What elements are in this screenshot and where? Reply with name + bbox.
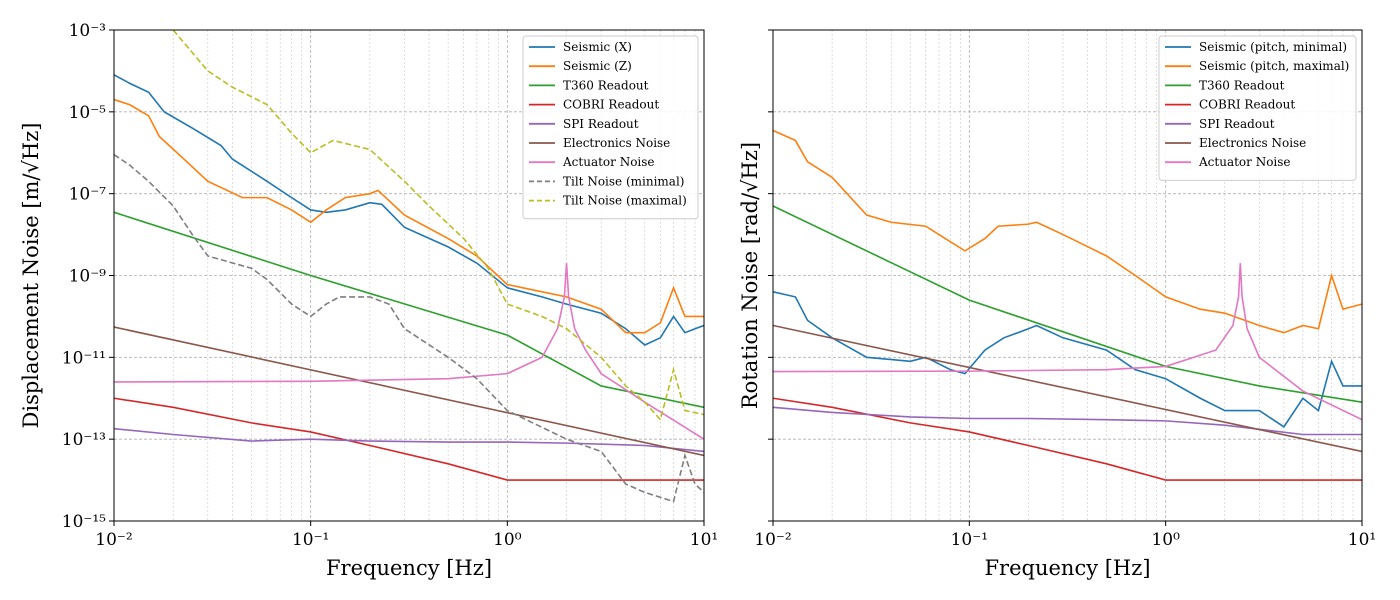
legend-label: Tilt Noise (maximal) (563, 194, 687, 208)
y-tick-label: 10⁻¹³ (62, 430, 106, 450)
plot-series (773, 129, 1362, 481)
x-tick-label: 10¹ (1348, 530, 1376, 550)
legend-label: Electronics Noise (1199, 136, 1306, 150)
x-tick-label: 10⁰ (493, 530, 522, 550)
y-axis-label: Displacement Noise [m/√Hz] (19, 123, 43, 429)
y-tick-label: 10⁻³ (69, 21, 106, 41)
series-line-electronics-noise (114, 326, 704, 457)
legend-label: Seismic (pitch, maximal) (1199, 59, 1349, 73)
series-line-tilt-noise-maximal (172, 30, 704, 422)
y-tick-label: 10⁻¹⁵ (62, 512, 106, 532)
legend-label: Electronics Noise (563, 136, 670, 150)
legend-label: T360 Readout (1199, 78, 1285, 92)
series-line-electronics-noise (773, 324, 1362, 453)
plot-series (114, 30, 704, 503)
x-tick-label: 10⁰ (1151, 530, 1180, 550)
series-line-cobri-readout (114, 397, 704, 481)
legend-box (522, 35, 699, 220)
rotation-noise-panel: 10⁻² 10⁻¹ 10⁰ 10¹ Frequency [Hz] Rotation N… (738, 29, 1376, 580)
legend-label: T360 Readout (563, 78, 649, 92)
legend-label: COBRI Readout (563, 98, 659, 112)
x-tick-label: 10⁻¹ (951, 530, 988, 550)
legend-label: Actuator Noise (1198, 155, 1291, 169)
series-line-seismic-x (114, 74, 704, 346)
legend-label: COBRI Readout (1199, 98, 1295, 112)
legend-label: Seismic (Z) (563, 59, 632, 73)
legend-label: SPI Readout (563, 117, 639, 131)
legend-label: Seismic (pitch, minimal) (1199, 40, 1347, 54)
y-axis-label: Rotation Noise [rad/√Hz] (738, 142, 762, 409)
series-line-seismic-z (114, 98, 704, 334)
series-line-tilt-noise-minimal (114, 153, 704, 503)
x-tick-label: 10⁻¹ (292, 530, 329, 550)
x-axis-label: Frequency [Hz] (984, 556, 1150, 580)
legend: Seismic (X) Seismic (Z) T360 Readout COBRI … (522, 35, 699, 220)
legend: Seismic (pitch, minimal) Seismic (pitch, … (1158, 35, 1357, 181)
legend-label: SPI Readout (1199, 117, 1275, 131)
axis-ticks: 10⁻² 10⁻¹ 10⁰ 10¹ (754, 29, 1376, 550)
axis-ticks: 10⁻² 10⁻¹ 10⁰ 10¹ 10⁻¹⁵ 10⁻¹³ 10⁻¹¹ 10⁻⁹ 10⁻⁷ 10⁻… (62, 21, 718, 550)
y-tick-label: 10⁻⁹ (69, 267, 107, 287)
legend-label: Actuator Noise (562, 155, 655, 169)
x-tick-label: 10⁻² (95, 530, 132, 550)
y-tick-label: 10⁻⁵ (69, 103, 107, 123)
series-line-actuator-noise (114, 263, 704, 440)
legend-box (1158, 35, 1357, 181)
y-tick-label: 10⁻¹¹ (62, 348, 106, 368)
series-line-t360-readout (114, 211, 704, 409)
series-line-seismic-pitch-minimal (773, 291, 1362, 428)
legend-label: Tilt Noise (minimal) (563, 174, 684, 188)
series-line-spi-readout (114, 427, 704, 453)
legend-label: Seismic (X) (563, 40, 632, 54)
series-line-t360-readout (773, 205, 1362, 404)
x-axis-label: Frequency [Hz] (326, 556, 492, 580)
displacement-noise-panel: 10⁻² 10⁻¹ 10⁰ 10¹ 10⁻¹⁵ 10⁻¹³ 10⁻¹¹ 10⁻⁹ 10⁻⁷ 10⁻… (19, 21, 718, 580)
x-tick-label: 10¹ (690, 530, 718, 550)
series-line-actuator-noise (773, 263, 1362, 421)
series-line-seismic-pitch-maximal (773, 129, 1362, 334)
x-tick-label: 10⁻² (754, 530, 791, 550)
series-line-cobri-readout (773, 397, 1362, 481)
y-tick-label: 10⁻⁷ (69, 185, 107, 205)
